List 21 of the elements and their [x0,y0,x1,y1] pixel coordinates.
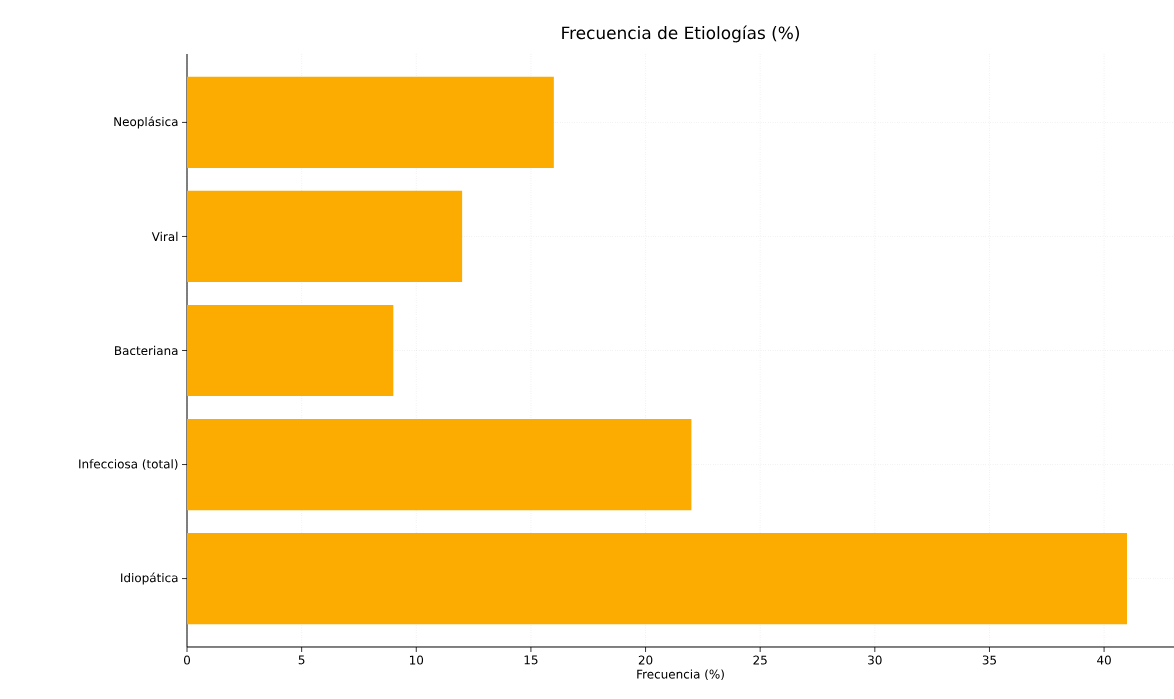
y-tick-label: Neoplásica [114,116,178,129]
x-axis-title: Frecuencia (%) [637,669,724,681]
x-tick-label: 10 [409,655,424,665]
y-tick-label: Bacteriana [115,345,178,356]
bar [187,418,692,511]
bar [187,304,394,397]
bar [187,532,1128,625]
x-tick-label: 25 [753,655,767,665]
x-tick-label: 40 [1097,655,1111,665]
x-tick-label: 30 [868,655,882,665]
x-tick-label: 0 [183,655,191,665]
bar [187,190,463,283]
x-tick-label: 15 [524,655,538,665]
bar [187,76,554,169]
x-tick-label: 20 [638,655,653,665]
x-tick-label: 35 [982,655,997,665]
x-tick-label: 5 [298,655,305,665]
y-tick-label: Infecciosa (total) [79,459,178,470]
y-tick-label: Idiopática [121,572,178,585]
y-tick-label: Viral [151,231,178,242]
chart-title: Frecuencia de Etiologías (%) [562,25,800,43]
